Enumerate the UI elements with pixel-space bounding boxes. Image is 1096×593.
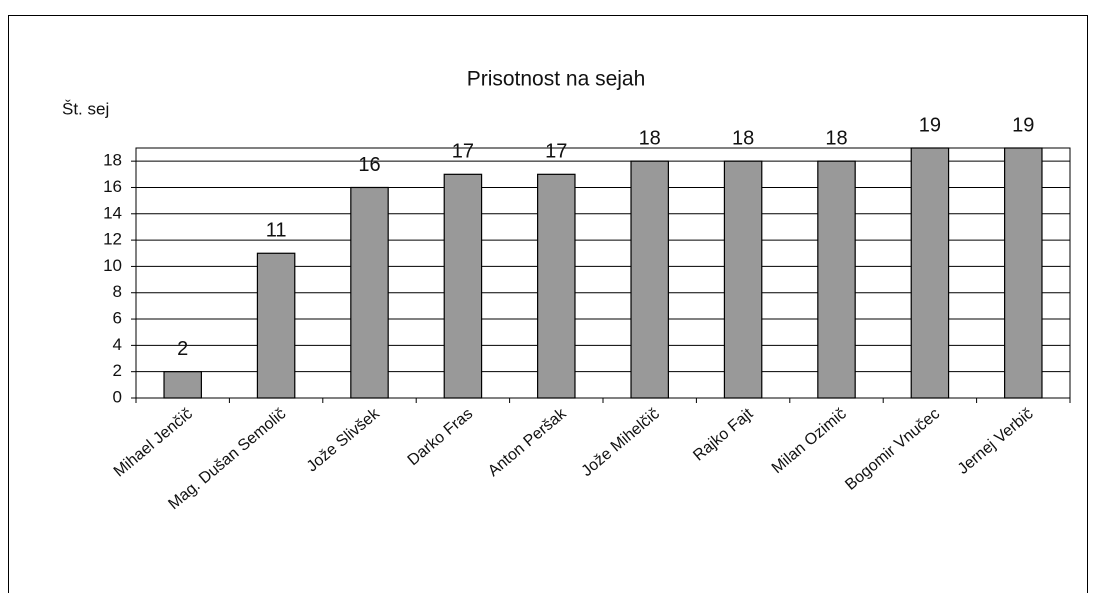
y-tick-label: 8: [113, 282, 122, 301]
x-tick-label: Rajko Fajt: [690, 405, 757, 465]
y-axis-label: Št. sej: [62, 99, 109, 118]
y-tick-label: 6: [113, 309, 122, 328]
value-label: 17: [452, 141, 474, 163]
x-tick-label: Jernej Verbič: [955, 405, 1037, 477]
x-tick-label: Anton Peršak: [485, 405, 570, 480]
x-tick-label: Milan Ozimič: [769, 405, 850, 477]
value-label: 11: [266, 220, 287, 242]
y-tick-label: 10: [103, 256, 122, 275]
y-tick-label: 18: [103, 151, 122, 170]
chart-title: Prisotnost na sejah: [467, 68, 646, 91]
value-label: 19: [919, 114, 941, 136]
y-tick-label: 12: [103, 230, 122, 249]
y-tick-label: 0: [113, 387, 122, 406]
value-label: 18: [732, 127, 754, 149]
value-label: 18: [639, 127, 661, 149]
bar: [630, 160, 669, 399]
y-tick-label: 4: [113, 335, 122, 354]
chart-frame: [8, 15, 1088, 593]
bar: [163, 371, 202, 399]
bar: [1004, 147, 1043, 399]
value-label: 16: [358, 154, 380, 176]
x-tick-label: Darko Fras: [405, 405, 477, 469]
value-label: 18: [825, 127, 847, 149]
x-tick-label: Jože Mihelčič: [578, 405, 663, 480]
value-label: 17: [545, 141, 567, 163]
bar: [256, 252, 296, 399]
bar: [350, 186, 389, 399]
x-tick-label: Mihael Jenčič: [111, 405, 196, 480]
value-label: 2: [177, 338, 188, 360]
bar: [910, 147, 950, 399]
y-tick-label: 2: [113, 361, 122, 380]
bar: [723, 160, 763, 399]
bar: [537, 173, 576, 399]
x-tick-label: Jože Slivšek: [304, 405, 384, 476]
bar: [443, 173, 483, 399]
value-label: 19: [1012, 114, 1034, 136]
y-tick-label: 16: [103, 177, 122, 196]
bar: [817, 160, 856, 399]
y-tick-label: 14: [103, 203, 122, 222]
x-tick-label: Bogomir Vnučec: [842, 405, 943, 493]
